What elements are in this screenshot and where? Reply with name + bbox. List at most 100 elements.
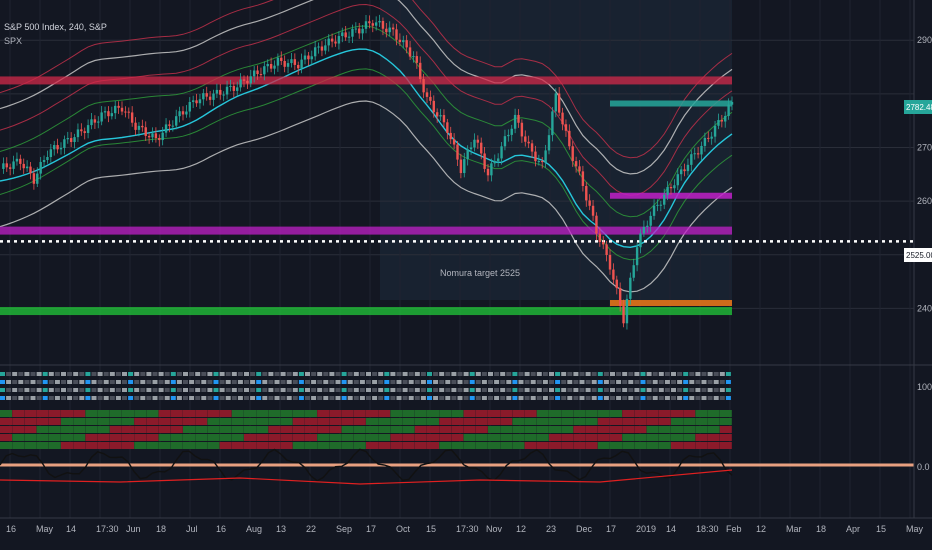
status-cell-2-26 bbox=[158, 388, 164, 392]
candle-body-124 bbox=[419, 62, 422, 80]
heat-cell-3-44 bbox=[536, 434, 549, 441]
status-cell-3-27 bbox=[164, 396, 170, 400]
status-cell-0-15 bbox=[91, 372, 97, 376]
heat-cell-4-16 bbox=[195, 442, 208, 449]
status-cell-1-62 bbox=[378, 380, 384, 384]
heat-cell-1-11 bbox=[134, 418, 147, 425]
heat-cell-3-32 bbox=[390, 434, 403, 441]
status-cell-0-84 bbox=[512, 372, 518, 376]
status-cell-0-31 bbox=[189, 372, 195, 376]
status-cell-1-36 bbox=[219, 380, 225, 384]
x-tick-label-19: Dec bbox=[576, 524, 593, 534]
status-cell-1-113 bbox=[689, 380, 695, 384]
status-cell-2-92 bbox=[561, 388, 567, 392]
status-cell-1-24 bbox=[146, 380, 152, 384]
status-cell-0-101 bbox=[616, 372, 622, 376]
status-cell-0-104 bbox=[634, 372, 640, 376]
status-cell-0-30 bbox=[183, 372, 188, 376]
heat-cell-1-19 bbox=[231, 418, 244, 425]
candle-body-39 bbox=[130, 112, 134, 123]
candle-body-115 bbox=[388, 27, 391, 33]
x-tick-label-9: 13 bbox=[276, 524, 286, 534]
status-cell-1-58 bbox=[353, 380, 359, 384]
status-cell-2-99 bbox=[603, 388, 609, 392]
heat-cell-1-26 bbox=[317, 418, 330, 425]
status-cell-2-54 bbox=[329, 388, 335, 392]
heat-cell-1-25 bbox=[305, 418, 317, 425]
heat-cell-1-30 bbox=[366, 418, 378, 425]
status-cell-3-105 bbox=[640, 396, 646, 400]
candle-body-211 bbox=[713, 125, 717, 137]
status-cell-1-92 bbox=[561, 380, 567, 384]
status-cell-3-37 bbox=[225, 396, 231, 400]
heat-cell-4-44 bbox=[536, 442, 549, 449]
status-cell-0-7 bbox=[42, 372, 48, 376]
heat-cell-4-28 bbox=[341, 442, 354, 449]
status-cell-3-83 bbox=[506, 396, 512, 400]
status-cell-3-81 bbox=[494, 396, 500, 400]
heat-cell-2-53 bbox=[646, 426, 659, 433]
candle-body-34 bbox=[114, 105, 117, 114]
status-cell-2-21 bbox=[128, 388, 134, 392]
status-cell-1-83 bbox=[506, 380, 512, 384]
status-cell-0-118 bbox=[719, 372, 725, 376]
candle-body-11 bbox=[36, 173, 39, 184]
candle-body-159 bbox=[537, 161, 541, 163]
status-cell-2-67 bbox=[408, 388, 414, 392]
candle-body-81 bbox=[273, 65, 276, 69]
heat-cell-0-40 bbox=[488, 410, 500, 417]
heat-cell-2-21 bbox=[256, 426, 269, 433]
heat-cell-4-51 bbox=[622, 442, 635, 449]
heat-cell-0-26 bbox=[317, 410, 330, 417]
candle-body-105 bbox=[354, 28, 358, 30]
status-cell-0-10 bbox=[61, 372, 66, 376]
heat-cell-0-45 bbox=[549, 410, 561, 417]
status-cell-3-84 bbox=[512, 396, 518, 400]
status-cell-3-64 bbox=[390, 396, 396, 400]
status-cell-2-4 bbox=[24, 388, 30, 392]
status-cell-1-33 bbox=[201, 380, 207, 384]
heat-cell-2-15 bbox=[183, 426, 195, 433]
heat-cell-4-0 bbox=[0, 442, 12, 449]
status-cell-0-68 bbox=[414, 372, 420, 376]
status-cell-0-88 bbox=[536, 372, 542, 376]
status-cell-3-90 bbox=[549, 396, 554, 400]
candle-body-41 bbox=[137, 125, 141, 130]
status-cell-3-40 bbox=[244, 396, 249, 400]
candle-body-54 bbox=[181, 111, 185, 115]
heat-cell-0-23 bbox=[280, 410, 293, 417]
status-cell-2-0 bbox=[0, 388, 5, 392]
heat-cell-0-49 bbox=[597, 410, 610, 417]
status-cell-0-49 bbox=[298, 372, 304, 376]
status-cell-2-5 bbox=[30, 388, 36, 392]
candle-body-58 bbox=[195, 100, 198, 104]
status-cell-0-14 bbox=[85, 372, 91, 376]
status-cell-0-26 bbox=[158, 372, 164, 376]
status-cell-3-2 bbox=[12, 396, 18, 400]
status-cell-1-9 bbox=[54, 380, 60, 384]
heat-cell-2-0 bbox=[0, 426, 12, 433]
heat-cell-1-17 bbox=[207, 418, 220, 425]
candle-body-55 bbox=[185, 111, 188, 115]
status-cell-3-110 bbox=[671, 396, 676, 400]
candle-body-190 bbox=[642, 226, 646, 234]
heat-cell-3-17 bbox=[207, 434, 220, 441]
status-cell-1-57 bbox=[347, 380, 353, 384]
heat-cell-3-41 bbox=[500, 434, 513, 441]
candle-body-73 bbox=[246, 80, 249, 84]
heat-cell-0-43 bbox=[524, 410, 537, 417]
status-cell-0-66 bbox=[402, 372, 408, 376]
status-cell-2-7 bbox=[42, 388, 48, 392]
heat-cell-1-8 bbox=[97, 418, 110, 425]
status-cell-2-81 bbox=[494, 388, 500, 392]
heat-cell-3-15 bbox=[183, 434, 195, 441]
status-cell-2-27 bbox=[164, 388, 170, 392]
candle-body-113 bbox=[381, 20, 385, 29]
x-tick-label-7: 16 bbox=[216, 524, 226, 534]
heat-cell-2-13 bbox=[158, 426, 171, 433]
status-cell-2-8 bbox=[48, 388, 54, 392]
heat-cell-3-45 bbox=[549, 434, 561, 441]
candle-body-1 bbox=[2, 163, 5, 169]
heat-cell-4-11 bbox=[134, 442, 147, 449]
status-cell-3-96 bbox=[585, 396, 591, 400]
